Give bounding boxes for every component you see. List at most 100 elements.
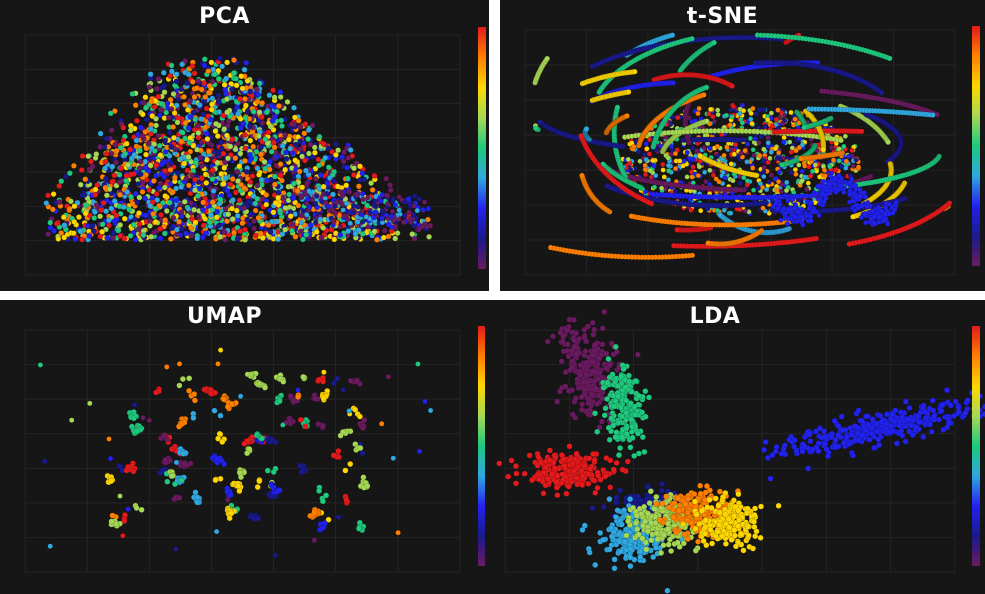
scatter-point (170, 214, 177, 221)
scatter-point (642, 167, 648, 173)
scatter-point (646, 151, 653, 157)
scatter-point (201, 56, 208, 63)
scatter-point (137, 158, 144, 165)
scatter-point (122, 150, 129, 157)
scatter-point (744, 159, 750, 165)
scatter-point (760, 158, 766, 164)
scatter-point (738, 150, 744, 156)
scatter-point (253, 86, 260, 93)
scatter-point (323, 199, 329, 206)
scatter-point (684, 174, 690, 180)
scatter-point (189, 172, 196, 179)
scatter-point (806, 164, 812, 170)
scatter-point (644, 146, 650, 152)
scatter-point (166, 199, 173, 206)
scatter-point (340, 158, 347, 165)
scatter-point (86, 232, 93, 239)
scatter-point (733, 142, 739, 148)
scatter-point (653, 172, 659, 179)
scatter-point (409, 231, 416, 238)
scatter-point (162, 167, 169, 174)
scatter-point (178, 184, 185, 190)
scatter-point (720, 169, 726, 176)
scatter-point (642, 172, 649, 178)
scatter-point (291, 104, 297, 111)
scatter-point (234, 140, 241, 147)
scatter-point (547, 244, 554, 251)
scatter-point (146, 156, 153, 163)
scatter-point (131, 216, 138, 223)
scatter-point (140, 99, 147, 106)
scatter-point (115, 227, 122, 234)
scatter-point (753, 111, 759, 117)
scatter-point (885, 139, 891, 145)
scatter-point (246, 221, 253, 228)
scatter-point (62, 173, 69, 180)
scatter-point (750, 165, 756, 171)
scatter-point (187, 134, 194, 141)
scatter-point (203, 105, 210, 112)
scatter-point (251, 225, 258, 232)
scatter-point (741, 108, 747, 114)
scatter-point (270, 126, 277, 133)
scatter-point (181, 198, 188, 205)
scatter-point (314, 193, 320, 199)
scatter-point (385, 201, 391, 207)
scatter-point (769, 123, 776, 129)
scatter-point (205, 68, 212, 75)
scatter-point (121, 235, 128, 242)
scatter-point (67, 170, 73, 177)
scatter-point (289, 227, 295, 234)
scatter-point (804, 186, 810, 193)
scatter-point (139, 188, 146, 195)
scatter-point (254, 182, 261, 189)
scatter-point (215, 75, 222, 82)
scatter-point (739, 102, 746, 108)
scatter-point (378, 198, 384, 204)
scatter-point (330, 207, 336, 213)
scatter-point (216, 109, 223, 115)
scatter-point (768, 110, 775, 116)
scatter-point (204, 136, 211, 142)
scatter-point (116, 171, 123, 178)
scatter-point (60, 214, 67, 221)
scatter-point (174, 226, 180, 233)
scatter-point (158, 161, 165, 168)
scatter-point (741, 136, 748, 143)
scatter-point (240, 120, 247, 127)
scatter-point (210, 188, 217, 195)
scatter-point (325, 203, 332, 209)
scatter-point (650, 191, 657, 198)
scatter-point (263, 201, 270, 208)
scatter-point (396, 207, 402, 213)
scatter-point (318, 234, 325, 241)
scatter-point (247, 178, 254, 185)
scatter-point (198, 116, 204, 122)
scatter-point (414, 207, 420, 214)
scatter-point (287, 213, 294, 220)
scatter-point (833, 167, 839, 173)
scatter-point (232, 146, 239, 153)
scatter-point (751, 152, 757, 158)
scatter-point (113, 147, 120, 154)
scatter-point (137, 171, 144, 178)
scatter-point (157, 112, 163, 119)
scatter-point (702, 169, 708, 175)
scatter-point (152, 218, 159, 225)
scatter-point (309, 122, 316, 129)
scatter-point (188, 232, 195, 239)
scatter-point (846, 153, 852, 160)
scatter-point (200, 199, 207, 206)
scatter-point (127, 146, 133, 153)
scatter-point (45, 231, 51, 238)
scatter-point (282, 204, 289, 211)
scatter-point (761, 146, 767, 153)
scatter-point (120, 124, 127, 131)
scatter-point (690, 164, 696, 170)
scatter-point (784, 179, 790, 186)
scatter-point (157, 180, 164, 187)
scatter-point (345, 154, 351, 161)
scatter-point (774, 155, 780, 161)
scatter-point (270, 139, 277, 146)
scatter-point (157, 152, 164, 159)
